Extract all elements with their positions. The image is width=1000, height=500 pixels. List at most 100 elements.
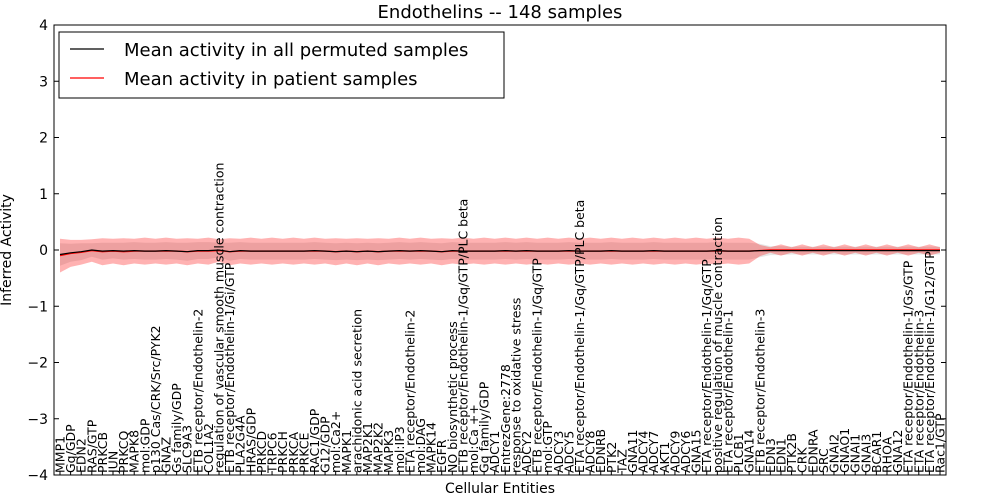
x-tick-label: MAPK14 [424,422,439,473]
x-tick-label: ADCY7 [646,431,661,473]
x-tick-label: ADCY9 [667,431,682,473]
x-tick-label: ADCY8 [583,431,598,473]
x-tick-label: PTK2B [784,433,799,473]
x-tick-label: PLCB1 [731,433,746,473]
x-tick-label: AKT1 [657,442,672,473]
x-tick-label: mol:IP3 [392,426,407,473]
x-tick-label: PLA2G4A [233,415,248,473]
x-tick-label: EntrezGene:2778 [498,364,513,473]
x-tick-label: BCAR1 [869,431,884,473]
x-tick-label: GNA11 [625,430,640,474]
plot-area: −4 −3 −2 −1 0 1 2 3 4 MMP1Gq/GDPEDN2RAS/GTPPRKCBJ… [27,18,947,484]
legend-label-patient: Mean activity in patient samples [124,69,418,90]
y-tick-label: 2 [39,131,48,147]
x-tick-label: ADCY3 [551,431,566,473]
x-tick-label: ADCY2 [519,431,534,473]
x-tick-label: EGFR [434,439,449,473]
x-tick-label: ETA receptor/Endothelin-1/Gs/GTP [901,260,916,473]
x-tick-label: ETA receptor/Endothelin-1/G12/GTP [922,251,937,473]
x-tick-label: JUN [106,451,121,474]
y-tick-label: −2 [27,356,48,372]
y-tick-label: −4 [27,468,48,484]
x-tick-label: TRPC6 [265,432,280,474]
plot-frame [53,24,947,476]
x-tick-label: response to oxidative stress [508,298,523,473]
x-tick-label: GNA15 [689,430,704,474]
x-tick-label: Gq family/GDP [477,381,492,473]
x-tick-label: PRKCH [275,431,290,473]
x-tick-label: EDN1 [774,438,789,473]
y-axis-label: Inferred Activity [0,194,15,306]
x-tick-label: SRC [816,448,831,473]
permuted-band [60,242,940,266]
x-tick-label: RAC1/GDP [307,408,322,473]
x-tick-label: EDNRA [805,429,820,473]
x-tick-label: ETB receptor/Endothelin-1/Gi/GTP [222,262,237,473]
y-tick-label: 4 [39,18,48,34]
y-tick-label: 0 [39,243,48,259]
y-tick-label: −1 [27,299,48,315]
x-tick-label: ETB receptor/Endothelin-1/Gq/GTP [530,258,545,473]
x-tick-label: MAPK1 [339,430,354,473]
x-tick-label: mol:GDP [137,418,152,473]
x-tick-label: MAPK3 [381,430,396,473]
y-tick-label: −3 [27,412,48,428]
x-tick-label: SLC9A3 [180,425,195,473]
x-tick-label: MMP1 [53,436,68,473]
permuted-series-line [59,249,940,256]
x-tick-label: EDN3 [763,438,778,473]
legend-box [58,31,505,99]
x-tick-label: GNAI2 [827,434,842,473]
x-tick-label: ETA receptor/Endothelin-3 [911,310,926,473]
x-tick-label: RAS/GTP [84,419,99,473]
x-tick-label: ADCY4 [636,431,651,473]
x-tick-label: ETB receptor/Endothelin-2 [190,309,205,473]
x-tick-label: RHOA [880,436,895,473]
x-tick-label: ADCY6 [678,431,693,473]
x-tick-label: GNAI3 [858,434,873,473]
legend-label-permuted: Mean activity in all permuted samples [124,40,468,61]
x-axis-label: Cellular Entities [445,481,555,497]
x-tick-label: NO biosynthetic process [445,321,460,473]
x-tick-label: PTK2 [604,442,619,473]
x-tick-label: ADCY1 [487,431,502,473]
x-tick-label: CRK [795,447,810,473]
x-tick-label: mol:Ca ++ [466,404,481,473]
x-tick-label: GNA12 [890,430,905,474]
x-tick-label: COL1A2 [201,423,216,473]
x-tick-label: GNAI1 [848,434,863,473]
x-tick-label: GNAZ [159,437,174,473]
x-tick-label: GNAO1 [837,428,852,473]
x-tick-label: positive regulation of muscle contractio… [710,217,725,473]
y-tick-label: 3 [39,74,48,90]
x-tick-label: p130 Cas/CRK/Src/PYK2 [148,325,163,473]
legend: Mean activity in all permuted samples Me… [58,31,505,99]
x-tick-label: arachidonic acid secretion [349,309,364,473]
x-tick-label: Gs family/GDP [169,383,184,473]
x-tick-label: TAZ [614,449,629,474]
x-tick-label: regulation of vascular smooth muscle con… [212,163,227,473]
x-tick-label: mol:DAG [413,418,428,473]
x-tick-label: PRKCQ [116,431,131,473]
x-tick-label: Rac1/GTP [933,413,948,473]
patient-band [60,237,940,273]
x-tick-label: EDN2 [74,438,89,473]
x-tick-label: ETA receptor/Endothelin-1/Gq/GTP/PLC bet… [572,200,587,473]
x-tick-label: PRKCB [95,432,110,473]
x-tick-label: ETA receptor/Endothelin-1 [721,310,736,473]
x-tick-label: mol:Ca2+ [328,411,343,473]
x-tick-label: mol:GTP [540,421,555,473]
y-tick-label: 1 [39,187,48,203]
chart-title: Endothelins -- 148 samples [378,2,623,23]
x-tick-label: Gq/GDP [63,424,78,473]
x-tick-label: ETA receptor/Endothelin-2 [402,310,417,473]
x-tick-label: ETB receptor/Endothelin-3 [752,309,767,473]
x-tick-label: G12/GDP [318,416,333,473]
x-tick-label: EDNRB [593,429,608,473]
x-tick-label: GNA14 [742,429,757,473]
x-tick-label: ETA receptor/Endothelin-1/Gq/GTP [699,259,714,473]
x-tick-label: PRKCE [296,433,311,473]
x-tick-label: MAPK8 [127,430,142,473]
x-tick-label: PRKCA [286,432,301,473]
